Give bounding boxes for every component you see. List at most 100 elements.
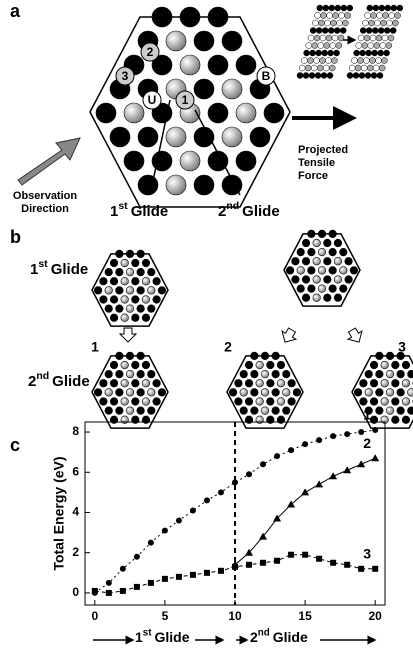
atom <box>126 268 134 276</box>
x-tick-label: 0 <box>91 609 98 623</box>
atom <box>320 35 326 41</box>
atom <box>374 43 380 49</box>
atom <box>110 259 118 267</box>
marker <box>246 471 252 477</box>
atom <box>329 267 337 275</box>
atom <box>137 389 145 397</box>
atom <box>326 35 332 41</box>
atom-label: B <box>262 69 271 83</box>
atom <box>240 389 248 397</box>
atom <box>329 285 337 293</box>
atom <box>371 13 377 19</box>
observation-arrow <box>18 138 80 185</box>
atom <box>359 73 365 79</box>
atom <box>360 28 366 34</box>
atom <box>251 370 259 378</box>
atom <box>152 7 172 27</box>
atom <box>376 35 382 41</box>
atom <box>308 230 316 238</box>
atom <box>147 305 155 313</box>
atom <box>100 277 108 285</box>
atom <box>132 259 140 267</box>
atom <box>374 20 380 26</box>
path-number: 1 <box>91 339 99 355</box>
atom <box>142 361 150 369</box>
atom <box>166 31 186 51</box>
atom <box>329 230 337 238</box>
atom <box>382 35 388 41</box>
atom <box>194 79 214 99</box>
atom <box>240 407 248 415</box>
atom <box>306 43 312 49</box>
atom <box>100 379 108 387</box>
atom <box>339 285 347 293</box>
y-tick-label: 0 <box>72 585 79 599</box>
atom <box>369 58 375 64</box>
glide-suffix: st <box>143 627 152 638</box>
atom <box>314 35 320 41</box>
observation-text: Direction <box>21 203 69 215</box>
atom <box>368 43 374 49</box>
atom <box>316 28 322 34</box>
glide-number: 1 <box>135 629 143 645</box>
glide-text: Glide <box>131 203 169 220</box>
atom <box>365 389 373 397</box>
atom <box>402 379 410 387</box>
atom <box>351 58 357 64</box>
atom <box>363 58 369 64</box>
atom <box>303 73 309 79</box>
marker <box>232 479 238 485</box>
atom <box>389 13 395 19</box>
atom <box>366 28 372 34</box>
glide-text: Glide <box>242 203 280 220</box>
atom <box>319 58 325 64</box>
atom <box>368 20 374 26</box>
atom <box>407 407 413 415</box>
atom <box>180 151 200 171</box>
atom <box>339 267 347 275</box>
atom <box>316 50 322 56</box>
marker <box>316 556 322 562</box>
atom <box>350 267 358 275</box>
atom <box>386 43 392 49</box>
atom <box>378 28 384 34</box>
atom <box>310 28 316 34</box>
atom <box>386 352 394 360</box>
marker <box>302 441 308 447</box>
atom <box>256 361 264 369</box>
atom <box>292 276 300 284</box>
atom <box>153 277 161 285</box>
atom <box>377 73 383 79</box>
atom <box>126 305 134 313</box>
marker <box>218 568 224 574</box>
atom <box>383 13 389 19</box>
series-label: 1 <box>363 407 371 423</box>
atom <box>142 398 150 406</box>
glide-arrow <box>278 326 299 346</box>
atom <box>166 175 186 195</box>
marker <box>343 466 351 473</box>
atom <box>194 127 214 147</box>
atom <box>272 407 280 415</box>
atom <box>277 361 285 369</box>
atom <box>142 314 150 322</box>
atom <box>261 352 269 360</box>
glide-arrow <box>345 326 366 346</box>
atom <box>379 65 385 71</box>
atom <box>355 65 361 71</box>
atom <box>302 294 310 302</box>
atom <box>334 294 342 302</box>
atom <box>308 285 316 293</box>
atom <box>312 20 318 26</box>
atom <box>132 277 140 285</box>
marker <box>204 497 210 503</box>
atom <box>318 20 324 26</box>
atom <box>240 370 248 378</box>
atom <box>329 248 337 256</box>
x-tick-label: 5 <box>162 609 169 623</box>
y-tick-label: 6 <box>72 464 79 478</box>
atom <box>386 407 394 415</box>
force-text: Tensile <box>298 157 335 169</box>
